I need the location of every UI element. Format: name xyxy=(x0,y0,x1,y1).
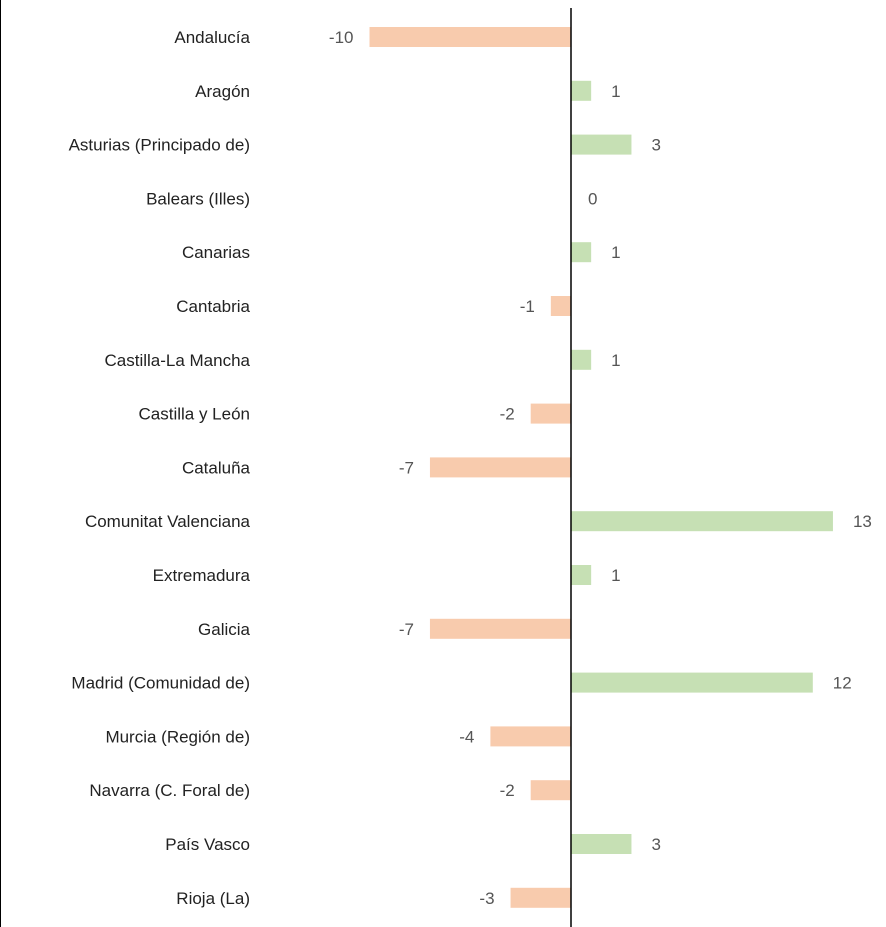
bar xyxy=(571,834,632,854)
bar xyxy=(429,457,571,478)
bar xyxy=(490,726,571,747)
category-label: Aragón xyxy=(195,82,250,101)
bar xyxy=(510,887,571,908)
value-label: 3 xyxy=(651,136,660,155)
value-label: -3 xyxy=(479,889,494,908)
category-label: Cataluña xyxy=(182,458,251,477)
category-labels: Andalucía Aragón Asturias (Principado de) B… xyxy=(69,28,251,908)
bar xyxy=(571,565,592,585)
value-label: 3 xyxy=(651,835,660,854)
value-label: -2 xyxy=(500,405,515,424)
bar xyxy=(369,27,571,47)
category-label: Castilla y León xyxy=(138,405,250,424)
value-label: 0 xyxy=(588,189,597,208)
bar xyxy=(571,80,592,101)
category-label: Extremadura xyxy=(153,566,251,585)
bar xyxy=(571,242,592,263)
value-label: -1 xyxy=(520,297,535,316)
category-label: Comunitat Valenciana xyxy=(85,512,251,531)
value-label: -7 xyxy=(399,620,414,639)
value-label: -2 xyxy=(500,781,515,800)
bar xyxy=(530,780,571,801)
bars xyxy=(369,27,833,908)
value-label: -7 xyxy=(399,458,414,477)
value-label: 1 xyxy=(611,243,620,262)
category-label: Asturias (Principado de) xyxy=(69,136,250,155)
bar xyxy=(571,511,833,532)
category-label: Andalucía xyxy=(174,28,250,47)
category-label: Rioja (La) xyxy=(176,889,250,908)
category-label: Balears (Illes) xyxy=(146,189,250,208)
value-label: 1 xyxy=(611,82,620,101)
category-label: Cantabria xyxy=(176,297,250,316)
category-label: Castilla-La Mancha xyxy=(104,351,250,370)
category-label: Navarra (C. Foral de) xyxy=(89,781,250,800)
bar xyxy=(571,349,592,370)
bar xyxy=(571,672,813,693)
bar xyxy=(429,618,571,639)
value-label: -4 xyxy=(459,727,474,746)
category-label: Canarias xyxy=(182,243,250,262)
value-label: -10 xyxy=(329,28,354,47)
bar xyxy=(571,134,632,155)
value-label: 12 xyxy=(833,674,852,693)
category-label: Murcia (Región de) xyxy=(105,727,250,746)
bar xyxy=(530,403,571,424)
value-label: 1 xyxy=(611,351,620,370)
category-label: Madrid (Comunidad de) xyxy=(71,674,250,693)
value-label: 13 xyxy=(853,512,872,531)
category-label: País Vasco xyxy=(165,835,250,854)
bar xyxy=(550,296,571,316)
category-label: Galicia xyxy=(198,620,251,639)
value-label: 1 xyxy=(611,566,620,585)
